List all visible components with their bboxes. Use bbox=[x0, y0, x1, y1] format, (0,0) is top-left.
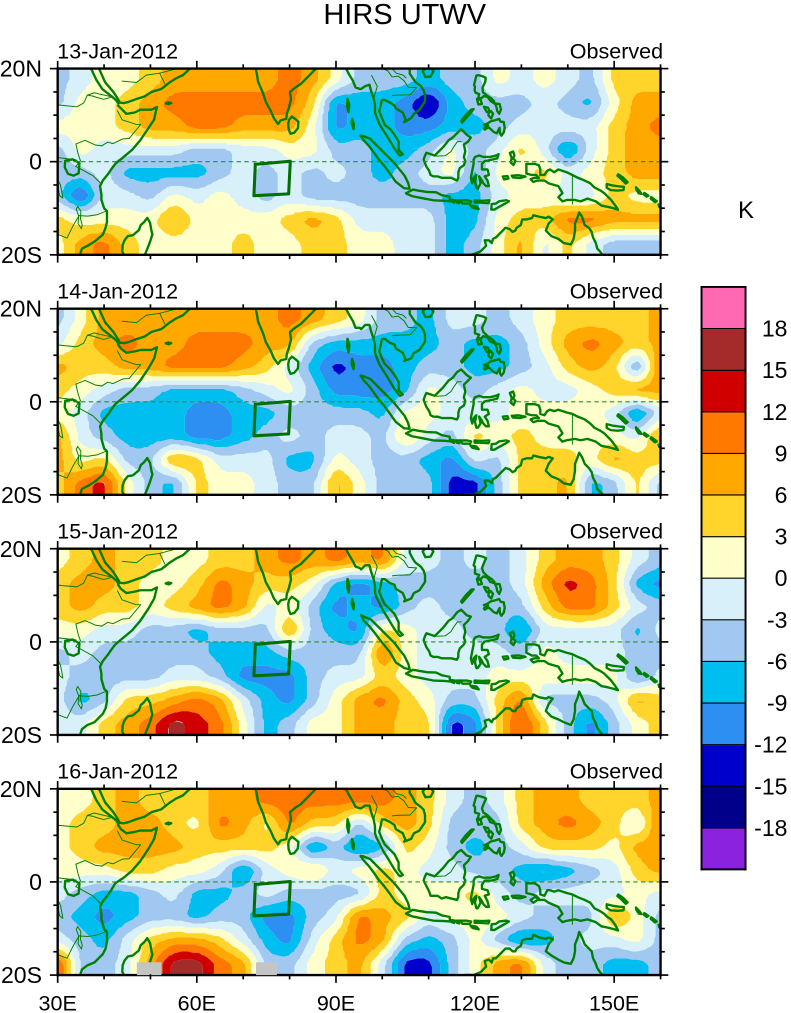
svg-text:120E: 120E bbox=[450, 992, 500, 1013]
svg-text:0: 0 bbox=[29, 149, 42, 175]
svg-text:Observed: Observed bbox=[570, 39, 663, 63]
svg-text:30E: 30E bbox=[39, 992, 77, 1013]
svg-text:-3: -3 bbox=[767, 607, 788, 633]
svg-text:20N: 20N bbox=[0, 56, 42, 82]
svg-text:3: 3 bbox=[775, 524, 788, 550]
svg-text:9: 9 bbox=[775, 440, 788, 466]
svg-text:20N: 20N bbox=[0, 776, 42, 802]
svg-text:Observed: Observed bbox=[570, 520, 663, 544]
svg-text:12: 12 bbox=[762, 399, 788, 425]
svg-text:15: 15 bbox=[762, 357, 788, 383]
svg-text:0: 0 bbox=[29, 869, 42, 895]
svg-text:14-Jan-2012: 14-Jan-2012 bbox=[57, 279, 178, 303]
svg-text:60E: 60E bbox=[178, 992, 216, 1013]
svg-text:K: K bbox=[738, 197, 754, 224]
svg-text:20S: 20S bbox=[1, 962, 42, 988]
svg-text:0: 0 bbox=[775, 565, 788, 591]
svg-text:-15: -15 bbox=[754, 773, 787, 799]
svg-text:150E: 150E bbox=[589, 992, 639, 1013]
svg-text:-18: -18 bbox=[754, 815, 787, 841]
svg-text:18: 18 bbox=[762, 316, 788, 342]
svg-text:HIRS UTWV: HIRS UTWV bbox=[323, 0, 486, 31]
svg-text:15-Jan-2012: 15-Jan-2012 bbox=[57, 520, 178, 544]
svg-text:20S: 20S bbox=[1, 242, 42, 268]
svg-text:Observed: Observed bbox=[570, 279, 663, 303]
svg-text:6: 6 bbox=[775, 482, 788, 508]
svg-text:16-Jan-2012: 16-Jan-2012 bbox=[57, 760, 178, 784]
svg-text:0: 0 bbox=[29, 389, 42, 415]
svg-text:13-Jan-2012: 13-Jan-2012 bbox=[57, 39, 178, 63]
svg-text:20N: 20N bbox=[0, 296, 42, 322]
svg-text:-9: -9 bbox=[767, 690, 788, 716]
svg-text:20N: 20N bbox=[0, 536, 42, 562]
svg-text:-12: -12 bbox=[754, 732, 787, 758]
svg-text:20S: 20S bbox=[1, 722, 42, 748]
svg-text:20S: 20S bbox=[1, 482, 42, 508]
svg-text:0: 0 bbox=[29, 629, 42, 655]
svg-text:-6: -6 bbox=[767, 648, 788, 674]
svg-text:90E: 90E bbox=[317, 992, 355, 1013]
svg-text:Observed: Observed bbox=[570, 760, 663, 784]
